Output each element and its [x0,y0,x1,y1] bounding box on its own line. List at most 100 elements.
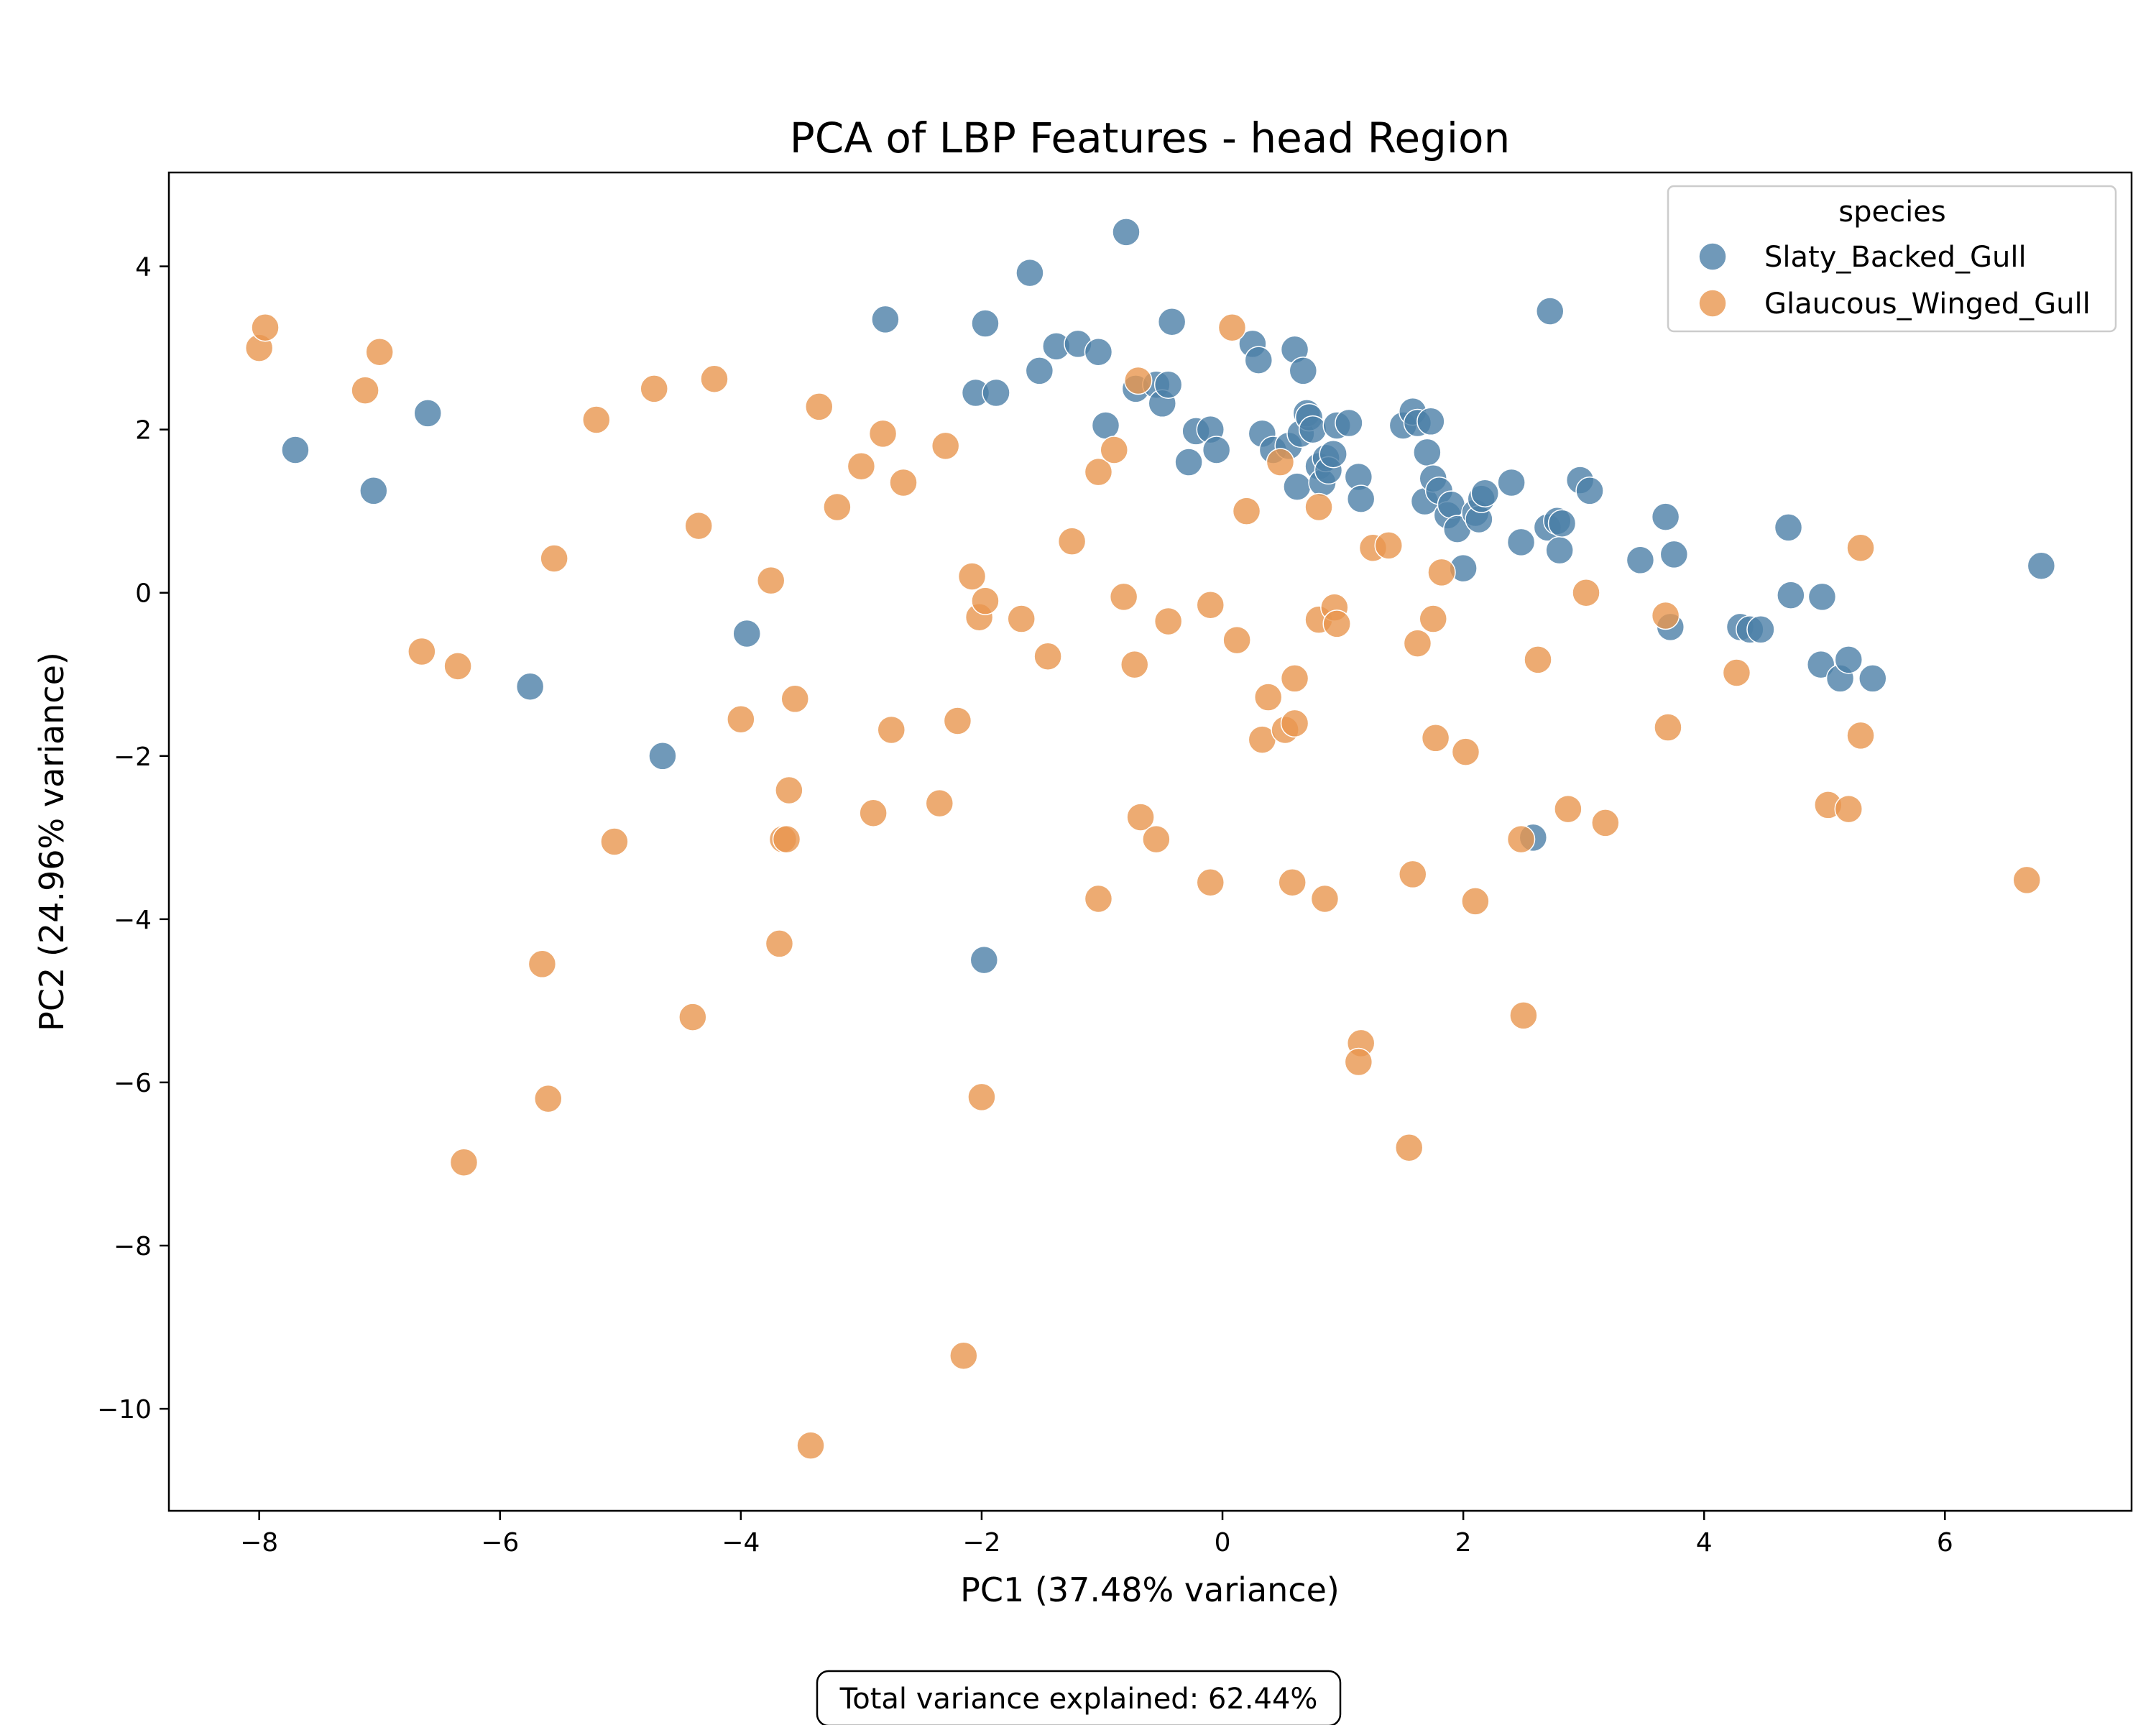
data-point-glaucous-winged-gull [1222,625,1251,655]
data-point-glaucous-winged-gull [365,338,394,367]
data-point-glaucous-winged-gull [1123,366,1153,395]
data-point-slaty-backed-gull [871,305,900,334]
data-point-glaucous-winged-gull [2012,865,2041,895]
data-point-slaty-backed-gull [1547,509,1577,538]
chart-title: PCA of LBP Features - head Region [790,114,1510,162]
data-point-glaucous-winged-gull [877,715,906,745]
data-point-glaucous-winged-gull [351,376,379,405]
data-point-glaucous-winged-gull [1278,868,1307,897]
data-point-slaty-backed-gull [1174,448,1203,477]
data-point-slaty-backed-gull [1806,650,1835,679]
data-point-glaucous-winged-gull [796,1431,825,1460]
y-tick-label: −10 [97,1395,152,1425]
y-tick-label: 4 [135,253,152,282]
data-point-slaty-backed-gull [1289,356,1318,385]
data-point-slaty-backed-gull [1025,356,1054,385]
data-point-glaucous-winged-gull [1374,531,1403,560]
data-point-glaucous-winged-gull [1142,824,1171,854]
data-point-glaucous-winged-gull [1524,645,1552,674]
y-tick-label: −4 [114,906,152,935]
data-point-glaucous-winged-gull [1253,683,1283,712]
data-point-slaty-backed-gull [648,742,677,770]
data-point-glaucous-winged-gull [534,1084,563,1113]
data-point-slaty-backed-gull [413,399,442,428]
x-tick-label: 2 [1455,1528,1472,1558]
data-point-slaty-backed-gull [1244,346,1273,374]
data-point-glaucous-winged-gull [1722,658,1751,687]
data-point-glaucous-winged-gull [700,364,729,393]
series-glaucous-winged-gull [244,313,2041,1460]
legend-label-glaucous-winged-gull: Glaucous_Winged_Gull [1764,288,2091,321]
x-tick-label: −6 [481,1528,519,1558]
x-tick-label: −8 [240,1528,278,1558]
data-point-glaucous-winged-gull [1421,724,1450,753]
data-point-slaty-backed-gull [1084,338,1113,367]
data-point-slaty-backed-gull [281,436,310,464]
x-tick-label: 6 [1937,1528,1953,1558]
data-point-glaucous-winged-gull [1280,664,1309,693]
data-point-glaucous-winged-gull [1084,457,1113,487]
variance-annotation-text: Total variance explained: 62.44% [839,1683,1318,1716]
data-point-slaty-backed-gull [1346,484,1376,513]
data-point-slaty-backed-gull [1575,477,1604,505]
data-point-glaucous-winged-gull [1100,436,1128,464]
data-point-glaucous-winged-gull [443,652,472,681]
data-point-glaucous-winged-gull [1232,497,1261,525]
data-point-glaucous-winged-gull [775,776,803,805]
data-point-slaty-backed-gull [1153,370,1183,399]
data-point-slaty-backed-gull [1746,615,1775,644]
data-point-glaucous-winged-gull [847,451,876,481]
data-point-glaucous-winged-gull [1280,709,1309,738]
data-point-slaty-backed-gull [1298,415,1327,444]
data-point-glaucous-winged-gull [772,824,801,854]
data-point-glaucous-winged-gull [678,1003,707,1031]
x-axis-label: PC1 (37.48% variance) [960,1570,1340,1609]
y-tick-label: −2 [114,742,152,772]
data-point-glaucous-winged-gull [1196,590,1225,620]
data-point-slaty-backed-gull [971,309,1000,338]
data-point-glaucous-winged-gull [1451,737,1480,766]
y-tick-label: 0 [135,579,152,609]
data-point-slaty-backed-gull [1335,408,1363,438]
data-point-glaucous-winged-gull [1084,884,1113,914]
data-point-glaucous-winged-gull [407,637,436,666]
data-point-glaucous-winged-gull [889,468,918,497]
data-point-glaucous-winged-gull [1554,794,1583,824]
data-point-glaucous-winged-gull [931,431,960,461]
data-point-glaucous-winged-gull [1399,860,1427,889]
data-point-glaucous-winged-gull [780,684,809,714]
data-point-slaty-backed-gull [1807,582,1837,612]
x-tick-label: −2 [962,1528,1000,1558]
data-point-glaucous-winged-gull [823,492,852,522]
data-point-glaucous-winged-gull [1120,650,1149,679]
y-tick-label: 2 [135,416,152,446]
series-slaty-backed-gull [281,218,2056,975]
data-point-glaucous-winged-gull [582,405,611,434]
data-point-glaucous-winged-gull [1654,713,1682,742]
data-point-glaucous-winged-gull [727,704,755,734]
data-point-slaty-backed-gull [969,945,999,975]
data-point-glaucous-winged-gull [1310,884,1340,914]
data-point-glaucous-winged-gull [684,511,713,540]
data-point-glaucous-winged-gull [1834,794,1864,824]
data-point-slaty-backed-gull [1015,258,1044,288]
data-point-slaty-backed-gull [1858,664,1887,693]
x-tick-label: 0 [1215,1528,1231,1558]
legend-marker-glaucous-winged-gull [1698,289,1727,318]
legend-title: species [1838,196,1945,229]
data-point-glaucous-winged-gull [957,562,987,591]
data-point-glaucous-winged-gull [868,419,898,448]
data-point-glaucous-winged-gull [1419,604,1447,633]
data-point-glaucous-winged-gull [1591,809,1620,837]
data-point-slaty-backed-gull [1202,436,1231,464]
data-point-glaucous-winged-gull [449,1148,479,1177]
y-tick-label: −8 [114,1232,152,1261]
data-point-slaty-backed-gull [1497,468,1526,497]
variance-annotation-box [816,1670,1342,1725]
data-point-slaty-backed-gull [1777,581,1805,610]
data-point-slaty-backed-gull [1659,540,1689,569]
data-point-glaucous-winged-gull [859,799,888,828]
legend-marker-slaty-backed-gull [1698,242,1727,271]
data-point-glaucous-winged-gull [756,566,786,595]
